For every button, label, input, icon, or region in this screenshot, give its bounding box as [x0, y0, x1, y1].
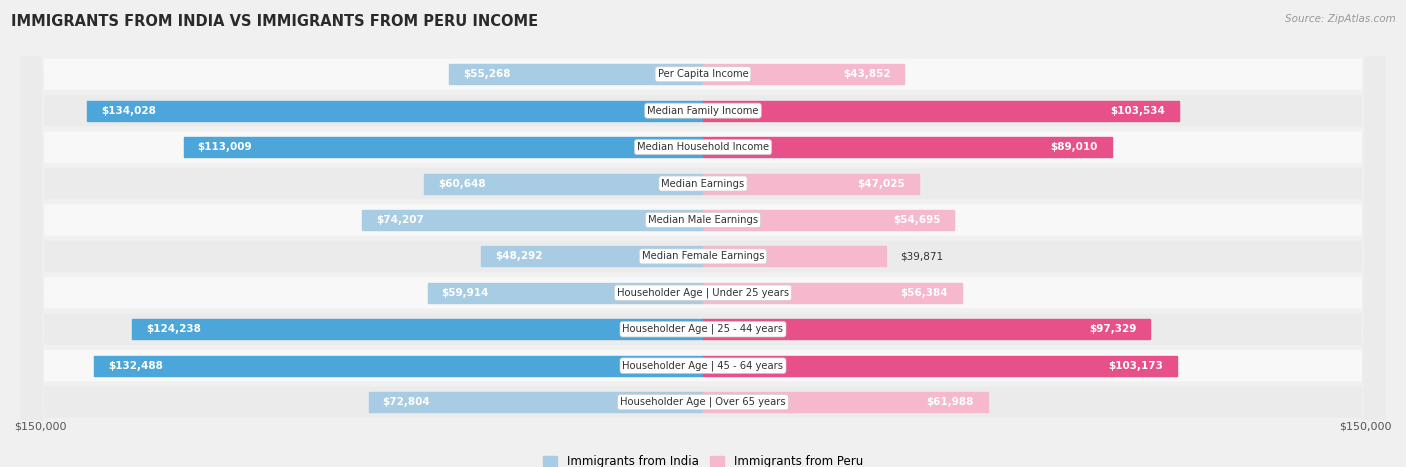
Text: $55,268: $55,268 [463, 69, 510, 79]
FancyBboxPatch shape [21, 0, 1385, 467]
FancyBboxPatch shape [21, 0, 1385, 467]
FancyBboxPatch shape [21, 0, 1385, 467]
Text: $134,028: $134,028 [101, 106, 156, 116]
Bar [703, 392, 987, 412]
Text: $103,173: $103,173 [1108, 361, 1163, 371]
Text: $48,292: $48,292 [495, 251, 543, 262]
Text: $47,025: $47,025 [858, 178, 905, 189]
Text: Householder Age | 25 - 44 years: Householder Age | 25 - 44 years [623, 324, 783, 334]
Bar [449, 64, 703, 84]
Bar [368, 392, 703, 412]
Text: $54,695: $54,695 [893, 215, 941, 225]
Bar [703, 174, 920, 193]
Bar [94, 356, 703, 375]
FancyBboxPatch shape [21, 0, 1385, 467]
Bar [703, 319, 1150, 339]
Bar [132, 319, 703, 339]
Text: $72,804: $72,804 [382, 397, 430, 407]
Bar [184, 137, 703, 157]
Bar [703, 101, 1178, 120]
Text: $89,010: $89,010 [1050, 142, 1098, 152]
Text: Per Capita Income: Per Capita Income [658, 69, 748, 79]
Text: Householder Age | Over 65 years: Householder Age | Over 65 years [620, 397, 786, 407]
Text: Median Female Earnings: Median Female Earnings [641, 251, 765, 262]
Text: Source: ZipAtlas.com: Source: ZipAtlas.com [1285, 14, 1396, 24]
Text: Median Household Income: Median Household Income [637, 142, 769, 152]
Bar [703, 137, 1112, 157]
FancyBboxPatch shape [21, 0, 1385, 467]
Text: $103,534: $103,534 [1109, 106, 1164, 116]
Bar [363, 210, 703, 230]
FancyBboxPatch shape [21, 0, 1385, 467]
Text: Median Male Earnings: Median Male Earnings [648, 215, 758, 225]
Bar [425, 174, 703, 193]
Bar [703, 247, 886, 266]
Text: Householder Age | 45 - 64 years: Householder Age | 45 - 64 years [623, 361, 783, 371]
Text: $74,207: $74,207 [375, 215, 423, 225]
Bar [87, 101, 703, 120]
Legend: Immigrants from India, Immigrants from Peru: Immigrants from India, Immigrants from P… [538, 450, 868, 467]
Text: $150,000: $150,000 [14, 421, 66, 431]
Bar [703, 210, 955, 230]
Text: $113,009: $113,009 [198, 142, 252, 152]
Text: $43,852: $43,852 [844, 69, 890, 79]
Text: $150,000: $150,000 [1340, 421, 1392, 431]
FancyBboxPatch shape [21, 0, 1385, 467]
Text: Householder Age | Under 25 years: Householder Age | Under 25 years [617, 288, 789, 298]
Text: Median Family Income: Median Family Income [647, 106, 759, 116]
Text: $124,238: $124,238 [146, 324, 201, 334]
FancyBboxPatch shape [21, 0, 1385, 467]
FancyBboxPatch shape [21, 0, 1385, 467]
Text: $97,329: $97,329 [1088, 324, 1136, 334]
FancyBboxPatch shape [21, 0, 1385, 467]
Text: Median Earnings: Median Earnings [661, 178, 745, 189]
Text: $60,648: $60,648 [439, 178, 486, 189]
Bar [481, 247, 703, 266]
Bar [703, 283, 962, 303]
Text: $59,914: $59,914 [441, 288, 489, 298]
Bar [703, 356, 1177, 375]
Text: $132,488: $132,488 [108, 361, 163, 371]
Bar [703, 64, 904, 84]
Text: $56,384: $56,384 [901, 288, 948, 298]
Bar [427, 283, 703, 303]
Text: $39,871: $39,871 [900, 251, 943, 262]
Text: $61,988: $61,988 [927, 397, 974, 407]
Text: IMMIGRANTS FROM INDIA VS IMMIGRANTS FROM PERU INCOME: IMMIGRANTS FROM INDIA VS IMMIGRANTS FROM… [11, 14, 538, 29]
